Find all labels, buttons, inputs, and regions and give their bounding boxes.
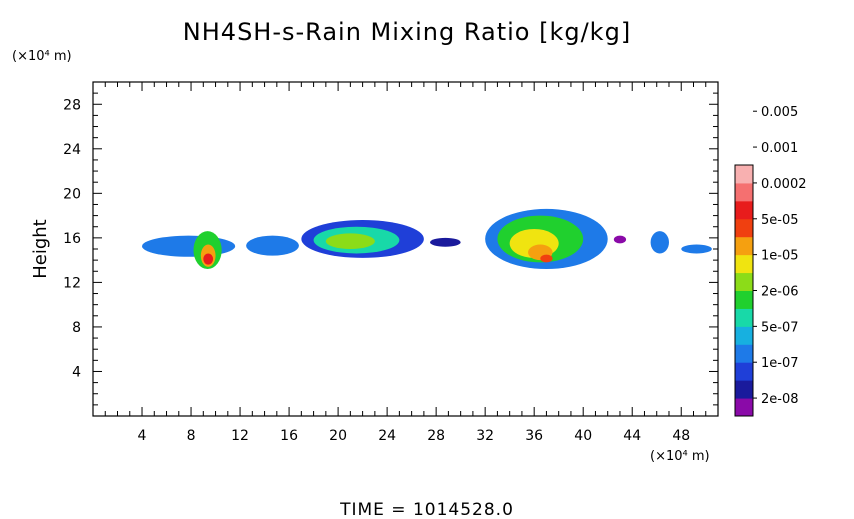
colorbar-swatch xyxy=(735,362,753,381)
colorbar-label: 1e-07 xyxy=(761,356,799,371)
colorbar-label: 5e-05 xyxy=(761,213,799,228)
data-cell-4 xyxy=(246,235,299,256)
y-tick-label: 24 xyxy=(63,142,81,158)
data-cell-14 xyxy=(613,235,627,244)
x-tick-labels: 4 8 12 16 20 24 28 32 36 40 44 48 xyxy=(138,428,691,444)
x-tick-label: 12 xyxy=(231,428,249,444)
colorbar-label: 0.005 xyxy=(761,105,798,120)
y-tick-labels: 4 8 12 16 20 24 28 xyxy=(63,97,81,380)
colorbar-swatch xyxy=(735,182,753,202)
x-tick-label: 44 xyxy=(623,428,641,444)
colorbar-label: 0.0002 xyxy=(761,177,807,192)
colorbar-label: 2e-08 xyxy=(761,392,799,407)
x-tick-label: 8 xyxy=(187,428,196,444)
x-tick-label: 4 xyxy=(138,428,147,444)
x-tick-label: 32 xyxy=(476,428,494,444)
colorbar-swatch xyxy=(735,200,753,220)
y-axis-title: Height xyxy=(30,219,51,279)
x-unit-label: (×10⁴ m) xyxy=(650,449,710,464)
data-cell-15 xyxy=(650,231,669,254)
data-cell-3 xyxy=(203,253,214,265)
heatmap-field xyxy=(142,208,712,270)
y-tick-label: 16 xyxy=(63,231,81,247)
data-cell-16 xyxy=(681,244,712,254)
x-tick-label: 24 xyxy=(378,428,396,444)
colorbar-swatch xyxy=(735,308,753,327)
time-footer: TIME = 1014528.0 xyxy=(339,500,514,519)
x-tick-label: 16 xyxy=(280,428,298,444)
colorbar-label: 2e-06 xyxy=(761,285,799,300)
data-cell-7 xyxy=(325,233,375,249)
colorbar-swatch xyxy=(735,380,753,399)
colorbar-swatch xyxy=(735,218,753,238)
colorbar-swatch xyxy=(735,290,753,309)
chart-title: NH4SH-s-Rain Mixing Ratio [kg/kg] xyxy=(183,18,631,46)
colorbar-swatch xyxy=(735,326,753,345)
y-tick-label: 28 xyxy=(63,97,81,113)
y-tick-label: 8 xyxy=(72,320,81,336)
data-cell-8 xyxy=(430,237,461,247)
axis-ticks xyxy=(93,82,718,416)
data-cell-13 xyxy=(540,254,553,263)
colorbar-label: 5e-07 xyxy=(761,320,799,335)
y-tick-label: 20 xyxy=(63,186,81,202)
y-tick-label: 4 xyxy=(72,364,81,380)
colorbar-swatch xyxy=(735,165,753,184)
x-tick-label: 36 xyxy=(525,428,543,444)
colorbar-swatch xyxy=(735,398,753,417)
colorbar-swatch xyxy=(735,254,753,274)
y-tick-label: 12 xyxy=(63,275,81,291)
colorbar-swatch xyxy=(735,272,753,291)
colorbar-label: 1e-05 xyxy=(761,249,799,264)
x-tick-label: 28 xyxy=(427,428,445,444)
x-tick-label: 20 xyxy=(329,428,347,444)
colorbar-swatch xyxy=(735,344,753,363)
x-tick-label: 40 xyxy=(574,428,592,444)
y-unit-label: (×10⁴ m) xyxy=(12,49,72,64)
colorbar-label: 0.001 xyxy=(761,141,798,156)
x-tick-label: 48 xyxy=(672,428,690,444)
colorbar-swatch xyxy=(735,236,753,256)
colorbar: 2e-08 1e-07 5e-07 2e-06 1e-05 5e-05 0.0002 0.00… xyxy=(734,105,807,417)
